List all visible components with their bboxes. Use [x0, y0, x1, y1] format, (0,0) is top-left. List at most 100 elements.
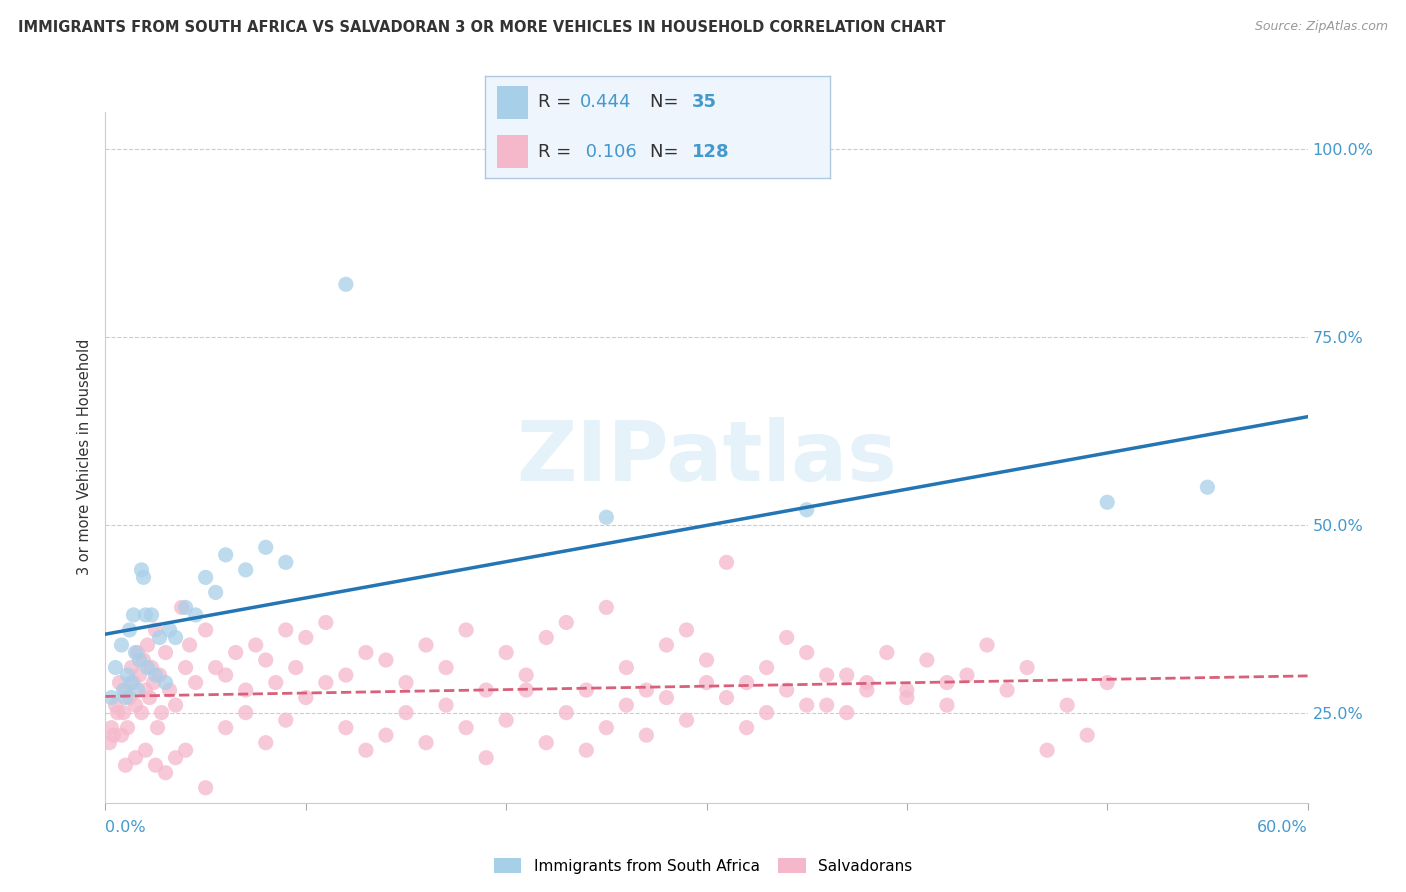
Point [132, 570, 155, 584]
Point [170, 600, 193, 615]
Point [575, 683, 598, 698]
Point [148, 668, 170, 682]
Point [755, 706, 778, 720]
Text: N=: N= [651, 94, 685, 112]
Point [284, 660, 307, 674]
Point [735, 721, 758, 735]
Point [103, 728, 125, 742]
Point [225, 646, 247, 660]
Point [335, 668, 357, 682]
Text: 0.0%: 0.0% [105, 821, 146, 835]
Point [675, 623, 697, 637]
Point [104, 698, 127, 712]
Text: 60.0%: 60.0% [1257, 821, 1308, 835]
Point [1076, 728, 1098, 742]
Point [475, 683, 498, 698]
Point [127, 646, 149, 660]
Point [855, 675, 877, 690]
Point [915, 653, 938, 667]
Point [121, 675, 143, 690]
Point [107, 706, 129, 720]
Point [104, 660, 127, 674]
Point [159, 683, 181, 698]
Point [835, 706, 858, 720]
Point [896, 683, 918, 698]
Point [616, 698, 638, 712]
Point [145, 668, 167, 682]
Point [776, 631, 799, 645]
Point [114, 683, 136, 698]
Point [165, 750, 187, 764]
Point [110, 638, 132, 652]
Point [155, 646, 177, 660]
Point [131, 563, 153, 577]
Point [148, 631, 170, 645]
Point [534, 631, 557, 645]
Point [495, 646, 517, 660]
Point [274, 623, 297, 637]
Text: IMMIGRANTS FROM SOUTH AFRICA VS SALVADORAN 3 OR MORE VEHICLES IN HOUSEHOLD CORRE: IMMIGRANTS FROM SOUTH AFRICA VS SALVADOR… [18, 20, 946, 35]
Point [636, 683, 658, 698]
Point [174, 743, 197, 757]
Point [1015, 660, 1038, 674]
Point [150, 706, 173, 720]
Point [1197, 480, 1219, 494]
Point [165, 698, 187, 712]
Point [124, 646, 146, 660]
Legend: Immigrants from South Africa, Salvadorans: Immigrants from South Africa, Salvadoran… [488, 852, 918, 880]
Point [110, 728, 132, 742]
Point [100, 721, 122, 735]
Point [815, 698, 838, 712]
Point [117, 721, 139, 735]
Point [456, 721, 478, 735]
Point [796, 698, 818, 712]
Point [595, 600, 617, 615]
Point [194, 780, 217, 795]
Point [956, 668, 979, 682]
Point [114, 758, 136, 772]
Point [264, 675, 287, 690]
Point [122, 675, 145, 690]
Point [138, 690, 160, 705]
Point [122, 607, 145, 622]
Point [515, 683, 537, 698]
Point [127, 683, 149, 698]
Y-axis label: 3 or more Vehicles in Household: 3 or more Vehicles in Household [77, 339, 93, 575]
Point [896, 690, 918, 705]
Point [114, 690, 136, 705]
Point [936, 675, 959, 690]
Point [136, 638, 159, 652]
Point [184, 607, 207, 622]
Point [335, 277, 357, 292]
Point [716, 555, 738, 569]
Point [295, 690, 318, 705]
Point [174, 660, 197, 674]
Point [675, 713, 697, 727]
Point [204, 585, 226, 599]
Point [515, 668, 537, 682]
Point [136, 660, 159, 674]
Point [555, 706, 578, 720]
Point [128, 653, 150, 667]
Point [155, 675, 177, 690]
Text: N=: N= [651, 143, 685, 161]
Point [655, 690, 678, 705]
Point [124, 698, 146, 712]
Point [112, 706, 135, 720]
Point [595, 510, 617, 524]
Point [141, 607, 163, 622]
Point [124, 750, 146, 764]
Point [112, 683, 135, 698]
Point [796, 502, 818, 516]
Point [155, 765, 177, 780]
Point [145, 758, 167, 772]
Point [636, 728, 658, 742]
Text: ZIPatlas: ZIPatlas [516, 417, 897, 498]
Point [194, 570, 217, 584]
Point [655, 638, 678, 652]
Point [575, 743, 598, 757]
Point [616, 660, 638, 674]
Point [128, 668, 150, 682]
Point [179, 638, 201, 652]
Point [118, 623, 141, 637]
